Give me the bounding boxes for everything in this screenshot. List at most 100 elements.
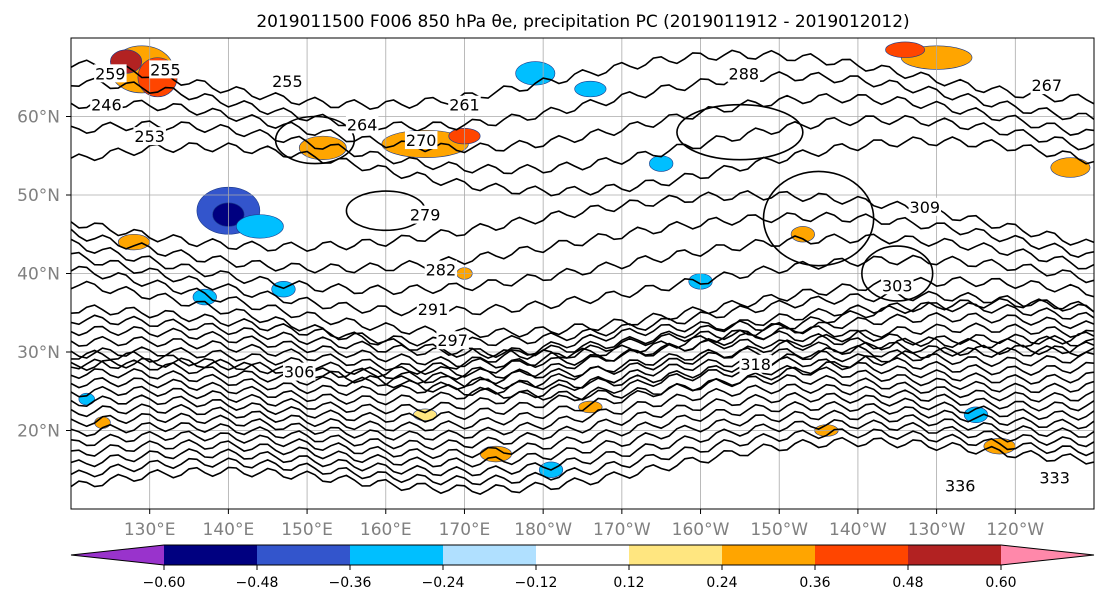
contour-labels: 259 255 246 253 255 261 264 270 279 282 291 297 306 2… xyxy=(90,60,1071,495)
contour-label-background xyxy=(739,354,772,373)
theta-e-contour xyxy=(71,333,1094,391)
longitude-ticks: 130°E 140°E 150°E 160°E 170°E 180°W 170°W 160°W… xyxy=(124,509,1044,540)
colorbar-segment xyxy=(350,545,443,565)
chart-title: 2019011500 F006 850 hPa θe, precipitatio… xyxy=(256,12,909,32)
colorbar-segment xyxy=(164,545,257,565)
theta-e-contour xyxy=(71,320,1094,379)
contour-label-background xyxy=(1038,468,1071,487)
gridlines xyxy=(71,38,1094,509)
contour-label-background xyxy=(943,476,977,495)
colorbar-tick-label: 0.48 xyxy=(892,575,923,591)
y-tick-label: 20°N xyxy=(17,422,60,442)
theta-e-contour xyxy=(71,344,1094,401)
colorbar-tick-label: 0.60 xyxy=(985,575,1016,591)
contour-label-background xyxy=(727,64,761,83)
latitude-ticks: 20°N 30°N 40°N 50°N 60°N xyxy=(17,108,71,442)
x-tick-label: 170°W xyxy=(593,520,651,540)
colorbar-segment xyxy=(536,545,629,565)
precip-blob xyxy=(298,135,347,160)
theta-e-contour xyxy=(71,322,1094,379)
contour-label-background xyxy=(271,72,304,91)
theta-e-contour xyxy=(71,49,1094,111)
theta-e-closed-contour xyxy=(676,103,804,161)
theta-e-closed-contour xyxy=(274,115,356,165)
y-tick-label: 60°N xyxy=(17,108,60,128)
contour-label: 282 xyxy=(426,261,457,280)
contour-label: 253 xyxy=(134,127,165,146)
colorbar-segment xyxy=(257,545,350,565)
colorbar-tick-label: 0.12 xyxy=(613,575,644,591)
contour-label: 309 xyxy=(910,198,941,217)
contour-label-background xyxy=(416,299,450,318)
contour-label: 306 xyxy=(284,363,315,382)
colorbar-extend-high xyxy=(1001,545,1094,565)
contour-label-background xyxy=(345,115,379,134)
colorbar-segment xyxy=(908,545,1001,565)
theta-e-contour xyxy=(71,251,1094,317)
theta-e-contour xyxy=(71,383,1094,441)
theta-e-contours xyxy=(71,49,1094,495)
colorbar-tick-label: −0.36 xyxy=(329,575,372,591)
theta-e-contour xyxy=(71,312,1094,369)
contour-label-background xyxy=(282,362,316,381)
precip-blob xyxy=(790,226,815,243)
x-tick-label: 130°E xyxy=(124,520,176,540)
theta-e-contour xyxy=(71,374,1094,432)
contour-label-background xyxy=(1030,76,1064,95)
precip-blob xyxy=(963,406,989,423)
contour-label-background xyxy=(436,331,469,350)
contour-label-background xyxy=(149,60,182,79)
colorbar-extend-low xyxy=(71,545,164,565)
colorbar-segment xyxy=(722,545,815,565)
theta-e-contour xyxy=(71,418,1094,477)
contour-label: 297 xyxy=(437,331,468,350)
contour-label-background xyxy=(881,276,914,295)
x-tick-label: 140°W xyxy=(829,520,887,540)
contour-label: 303 xyxy=(882,276,913,295)
colorbar-tick-label: −0.60 xyxy=(143,575,186,591)
precip-blob xyxy=(515,61,556,86)
colorbar-tick-label: −0.12 xyxy=(515,575,558,591)
contour-label-background xyxy=(908,197,942,216)
theta-e-closed-contour xyxy=(861,245,934,302)
contour-label: 255 xyxy=(150,60,181,79)
theta-e-contour xyxy=(71,302,1094,359)
contour-label: 255 xyxy=(272,72,303,91)
x-tick-label: 150°E xyxy=(281,520,333,540)
x-tick-label: 130°W xyxy=(908,520,966,540)
precip-blob xyxy=(574,80,607,98)
colorbar-segment xyxy=(815,545,908,565)
contour-label: 264 xyxy=(347,115,378,134)
contour-label-background xyxy=(94,64,127,83)
colorbar-tick-label: 0.24 xyxy=(706,575,737,591)
contour-label: 261 xyxy=(449,96,480,115)
contour-label-background xyxy=(448,95,481,114)
colorbar-segment xyxy=(443,545,536,565)
theta-e-contour xyxy=(71,114,1094,175)
contour-label: 270 xyxy=(406,131,437,150)
theta-e-contour xyxy=(71,92,1094,154)
x-tick-label: 160°W xyxy=(672,520,730,540)
contour-label-background xyxy=(408,205,442,224)
contour-label-background xyxy=(90,95,123,114)
theta-e-contour xyxy=(71,290,1094,348)
x-tick-label: 170°E xyxy=(439,520,491,540)
x-tick-label: 120°W xyxy=(986,520,1044,540)
y-tick-label: 50°N xyxy=(17,186,60,206)
theta-e-contour xyxy=(71,338,1094,397)
precip-blob xyxy=(1050,157,1091,178)
theta-e-contour xyxy=(71,391,1094,451)
x-tick-label: 150°W xyxy=(750,520,808,540)
contour-label-background xyxy=(133,127,166,146)
colorbar-tick-label: 0.36 xyxy=(799,575,830,591)
theta-e-contour xyxy=(71,329,1094,387)
contour-label: 259 xyxy=(95,64,126,83)
theta-e-contour xyxy=(71,436,1094,495)
contour-label: 279 xyxy=(410,206,441,225)
theta-e-contour xyxy=(71,280,1094,360)
theta-e-contour xyxy=(71,400,1094,460)
contour-label-background xyxy=(404,131,438,150)
contour-label: 318 xyxy=(740,355,771,374)
contour-label: 333 xyxy=(1039,469,1070,488)
